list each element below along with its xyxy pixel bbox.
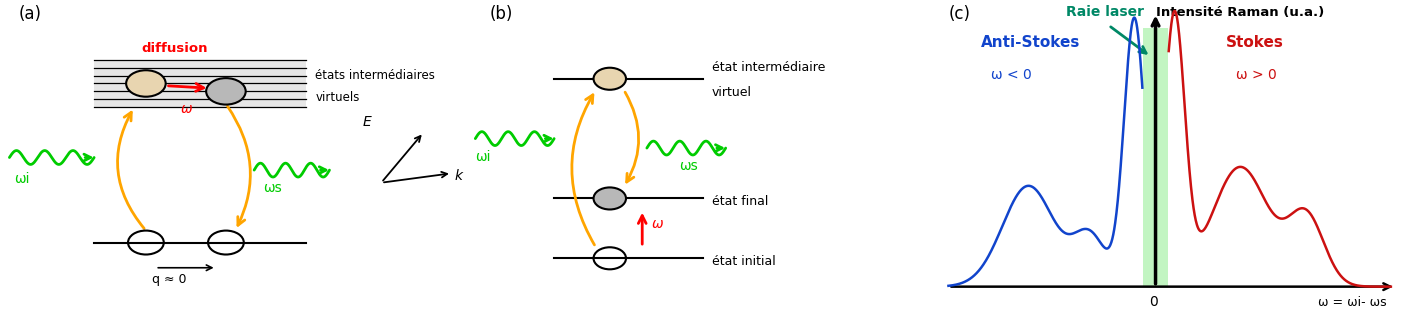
Text: (c): (c): [948, 5, 971, 23]
Text: état final: état final: [712, 195, 769, 208]
Bar: [94, 60, 306, 107]
Circle shape: [207, 78, 246, 105]
Text: état initial: état initial: [712, 255, 776, 268]
Text: virtuels: virtuels: [315, 91, 360, 104]
Text: Stokes: Stokes: [1227, 35, 1284, 50]
Text: ω < 0: ω < 0: [991, 68, 1031, 82]
Text: état intermédiaire: état intermédiaire: [712, 61, 825, 74]
Text: ω: ω: [181, 102, 192, 117]
Bar: [1142, 28, 1169, 287]
Circle shape: [593, 68, 627, 90]
Text: ω: ω: [652, 217, 663, 232]
Text: ωs: ωs: [264, 181, 282, 195]
Text: (a): (a): [18, 5, 42, 23]
Text: Intensité Raman (u.a.): Intensité Raman (u.a.): [1156, 6, 1325, 19]
Text: (b): (b): [489, 5, 513, 23]
Text: ωs: ωs: [680, 159, 698, 173]
Text: E: E: [362, 115, 371, 129]
Circle shape: [126, 70, 166, 97]
Text: Anti-Stokes: Anti-Stokes: [982, 35, 1080, 50]
Text: ω > 0: ω > 0: [1235, 68, 1276, 82]
Text: virtuel: virtuel: [712, 86, 752, 100]
Text: 0: 0: [1149, 295, 1158, 309]
Text: q ≈ 0: q ≈ 0: [152, 273, 187, 287]
Text: ω = ωi- ωs: ω = ωi- ωs: [1318, 295, 1387, 309]
Text: ωi: ωi: [475, 150, 490, 164]
Text: ωi: ωi: [14, 172, 30, 186]
Text: diffusion: diffusion: [142, 42, 208, 55]
Text: états intermédiaires: états intermédiaires: [315, 69, 436, 82]
Circle shape: [593, 187, 627, 209]
Text: Raie laser: Raie laser: [1066, 5, 1144, 19]
Text: k: k: [454, 169, 462, 183]
